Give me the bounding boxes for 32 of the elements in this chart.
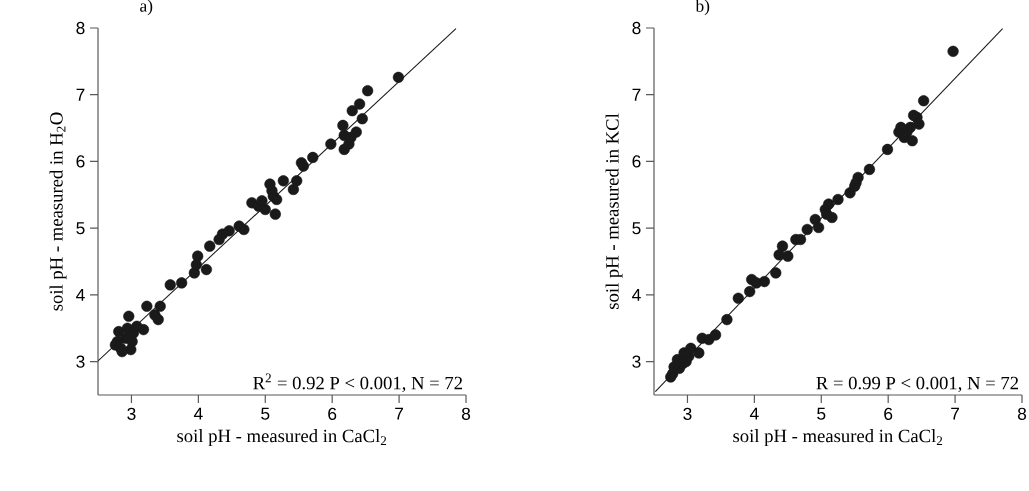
x-tick-label: 6 — [884, 407, 893, 420]
annotation: R = 0.99 P < 0.001, N = 72 — [816, 376, 1019, 393]
x-tick-label: 6 — [328, 407, 337, 420]
x-tick-label: 4 — [749, 407, 759, 420]
y-tick-label: 8 — [632, 21, 641, 35]
y-tick-label: 4 — [632, 288, 641, 301]
y-tick-label: 6 — [632, 155, 641, 168]
x-tick-label: 3 — [127, 407, 136, 420]
x-axis-title: soil pH - measured in CaCl$_{2}$ — [177, 429, 387, 447]
x-tick-label: 3 — [683, 407, 692, 420]
y-tick-label: 6 — [76, 155, 85, 168]
y-tick-label: 4 — [76, 288, 85, 301]
chart-title: a) — [140, 0, 153, 16]
y-tick-label: 5 — [632, 222, 641, 235]
x-tick-label: 8 — [461, 407, 471, 420]
y-tick-label: 7 — [76, 88, 85, 101]
y-tick-label: 5 — [76, 222, 85, 235]
x-tick-label: 4 — [193, 407, 203, 420]
x-tick-label: 5 — [817, 407, 826, 420]
annotation: R$^{2}$ = 0.92 P < 0.001, N = 72 — [253, 373, 463, 393]
x-tick-label: 8 — [1017, 407, 1027, 420]
y-tick-label: 3 — [632, 355, 641, 368]
x-tick-label: 7 — [395, 407, 404, 420]
y-axis-title: soil pH - measured in KCl — [605, 113, 623, 309]
y-tick-label: 8 — [76, 21, 85, 35]
y-tick-label: 7 — [632, 88, 641, 101]
x-tick-label: 5 — [261, 407, 270, 420]
chart-title: b) — [695, 0, 710, 16]
y-axis-title: soil pH - measured in H$_{2}$O — [49, 112, 67, 311]
x-axis-title: soil pH - measured in CaCl$_{2}$ — [733, 429, 943, 447]
x-tick-label: 7 — [951, 407, 960, 420]
y-tick-label: 3 — [76, 355, 85, 368]
